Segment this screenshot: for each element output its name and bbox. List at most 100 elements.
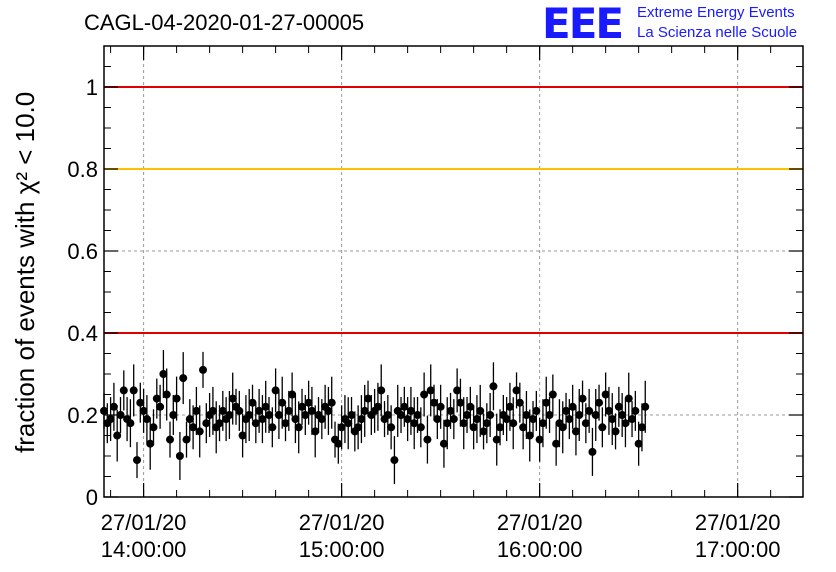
- data-point: [129, 386, 138, 395]
- logo-line-1: Extreme Energy Events: [637, 4, 795, 21]
- data-point: [588, 447, 597, 456]
- data-point: [433, 415, 442, 424]
- data-point: [519, 423, 528, 432]
- data-point: [410, 419, 419, 428]
- data-points: [100, 350, 650, 485]
- data-point: [486, 411, 495, 419]
- x-tick-date-label: 27/01/20: [299, 510, 385, 535]
- data-point: [162, 390, 171, 399]
- data-point: [202, 419, 211, 428]
- data-point: [354, 423, 363, 432]
- data-point: [446, 406, 455, 415]
- data-point: [496, 423, 505, 432]
- data-point: [608, 415, 617, 424]
- data-point: [377, 386, 386, 395]
- data-point: [443, 419, 452, 428]
- data-point: [558, 423, 567, 432]
- y-axis-label: fraction of events with χ² < 10.0: [10, 92, 40, 453]
- x-tick-date-label: 27/01/20: [497, 510, 583, 535]
- data-point: [311, 427, 320, 436]
- data-point: [195, 427, 204, 436]
- y-tick-label: 1: [86, 75, 98, 100]
- data-point: [509, 419, 518, 428]
- data-point: [373, 402, 382, 411]
- x-tick-time-label: 16:00:00: [497, 537, 583, 562]
- data-point: [152, 394, 161, 403]
- data-point: [641, 402, 650, 411]
- data-point: [512, 386, 521, 395]
- data-point: [515, 398, 524, 407]
- data-point: [492, 435, 501, 444]
- data-point: [274, 411, 283, 419]
- data-point: [182, 435, 191, 444]
- data-point: [235, 406, 244, 415]
- data-point: [595, 398, 604, 407]
- data-point: [344, 419, 353, 428]
- data-point: [126, 419, 135, 428]
- data-point: [179, 374, 188, 383]
- data-point: [634, 439, 643, 448]
- y-tick-label: 0.4: [67, 321, 98, 346]
- data-point: [542, 398, 551, 407]
- y-tick-label: 0: [86, 485, 98, 510]
- data-point: [578, 394, 587, 403]
- data-point: [581, 419, 590, 428]
- data-point: [575, 411, 584, 419]
- data-point: [228, 394, 237, 403]
- data-point: [281, 419, 290, 428]
- x-tick-date-label: 27/01/20: [101, 510, 187, 535]
- data-point: [397, 411, 406, 419]
- data-point: [532, 406, 541, 415]
- data-point: [284, 406, 293, 415]
- x-tick-date-label: 27/01/20: [695, 510, 781, 535]
- data-point: [466, 402, 475, 411]
- data-point: [463, 411, 472, 419]
- data-point: [255, 406, 264, 415]
- data-point: [265, 411, 274, 419]
- data-point: [113, 431, 122, 440]
- data-point: [449, 415, 458, 424]
- chart-title: CAGL-04-2020-01-27-00005: [84, 10, 365, 35]
- y-tick-label: 0.8: [67, 157, 98, 182]
- y-tick-label: 0.6: [67, 239, 98, 264]
- data-point: [621, 419, 630, 428]
- data-point: [225, 411, 234, 419]
- data-point: [156, 402, 165, 411]
- y-axis-ticks: 0 0.2 0.4 0.6 0.8 1: [67, 66, 803, 510]
- data-point: [294, 423, 303, 432]
- data-point: [604, 406, 613, 415]
- data-point: [357, 415, 366, 424]
- data-point: [423, 435, 432, 444]
- data-point: [146, 439, 155, 448]
- data-point: [258, 415, 267, 424]
- data-point: [406, 406, 415, 415]
- data-point: [116, 411, 125, 419]
- data-point: [628, 415, 637, 424]
- data-point: [136, 398, 145, 407]
- x-tick-time-label: 17:00:00: [695, 537, 781, 562]
- x-axis-ticks: 27/01/2014:00:0027/01/2015:00:0027/01/20…: [101, 46, 781, 562]
- data-point: [291, 415, 300, 424]
- data-point: [413, 411, 422, 419]
- data-point: [175, 452, 184, 460]
- data-point: [298, 402, 307, 411]
- data-point: [637, 423, 646, 432]
- data-point: [453, 386, 462, 395]
- x-tick-time-label: 15:00:00: [299, 537, 385, 562]
- data-point: [360, 406, 369, 415]
- data-point: [133, 456, 142, 465]
- data-point: [489, 382, 498, 391]
- data-point: [456, 398, 465, 407]
- data-point: [106, 415, 115, 424]
- data-point: [324, 406, 333, 415]
- data-point: [268, 423, 277, 432]
- data-point: [420, 390, 429, 399]
- y-tick-label: 0.2: [67, 403, 98, 428]
- data-point: [426, 386, 435, 395]
- data-point: [271, 386, 280, 395]
- x-tick-time-label: 14:00:00: [101, 537, 187, 562]
- data-point: [611, 427, 620, 436]
- data-point: [139, 406, 148, 415]
- data-point: [383, 411, 392, 419]
- data-point: [476, 406, 485, 415]
